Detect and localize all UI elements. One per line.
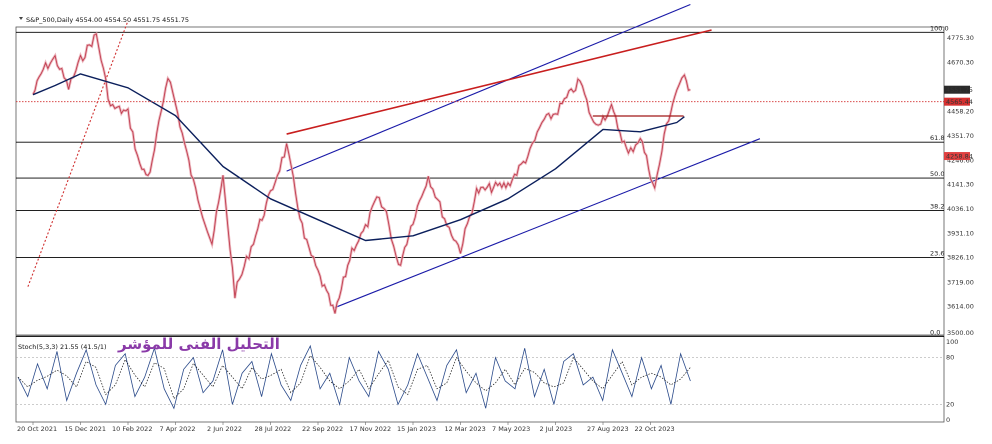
x-tick-label: 20 Oct 2021 (17, 425, 57, 433)
chart-header: S&P_500,Daily 4554.00 4554.50 4551.75 45… (19, 16, 189, 24)
moving-average (32, 73, 685, 242)
x-tick-label: 7 Apr 2022 (160, 425, 196, 433)
x-tick-label: 15 Dec 2021 (65, 425, 107, 433)
price-tag-box (944, 97, 970, 106)
x-tick-label: 22 Oct 2023 (635, 425, 675, 433)
trend-line (27, 20, 129, 287)
time-axis: 20 Oct 2021 15 Dec 2021 10 Feb 2022 7 Apr 2… (17, 422, 675, 433)
moving-average-line (32, 73, 685, 242)
trend-line (286, 4, 691, 172)
fib-level-label: 23.6 (930, 250, 944, 258)
stoch-tick-label: 100 (946, 338, 958, 346)
stoch-tick-label: 0 (946, 416, 950, 424)
x-tick-label: 2 Jun 2022 (207, 425, 242, 433)
x-tick-label: 28 Jul 2022 (255, 425, 292, 433)
trend-line (286, 29, 712, 135)
x-tick-label: 22 Sep 2022 (302, 425, 343, 433)
y-tick-label: 3931.10 (947, 229, 974, 237)
y-tick-label: 4141.30 (947, 181, 974, 189)
price-tag-label: 4565.44 (946, 98, 973, 106)
x-tick-label: 17 Nov 2022 (350, 425, 392, 433)
price-line (32, 33, 691, 314)
x-tick-label: 12 Mar 2023 (445, 425, 486, 433)
stochastic-panel: 100 80 20 0 (16, 338, 958, 424)
trend-line (334, 138, 761, 309)
fib-level-label: 38.2 (930, 202, 944, 210)
x-tick-label: 15 Jan 2023 (397, 425, 436, 433)
stoch-tick-label: 80 (946, 354, 954, 362)
y-tick-label: 3500.00 (947, 329, 974, 337)
y-tick-label: 4458.20 (947, 107, 974, 115)
fib-level-label: 50.0 (930, 170, 944, 178)
fib-level-label: 100.0 (930, 24, 949, 32)
y-tick-label: 4246.60 (947, 156, 974, 164)
price-tag-label: 4551.75 (946, 86, 973, 94)
y-tick-label: 4670.30 (947, 58, 974, 66)
stoch-signal-line (17, 354, 691, 400)
stoch-main-line (17, 344, 691, 410)
y-tick-label: 3719.00 (947, 278, 974, 286)
stochastic-frame (15, 335, 945, 423)
stoch-tick-label: 20 (946, 400, 954, 408)
chart-title: S&P_500,Daily 4554.00 4554.50 4551.75 45… (26, 16, 189, 24)
watermark-text: التحليل الفنى للمؤشر (117, 335, 280, 353)
stochastic-label: Stoch(5,3,3) 21.55 (41.5/1) (18, 343, 107, 351)
price-tag-box (944, 85, 970, 94)
annotations (16, 101, 944, 117)
x-tick-label: 2 Jul 2023 (540, 425, 573, 433)
price-tag-box (944, 152, 970, 161)
x-tick-label: 10 Feb 2022 (112, 425, 152, 433)
fib-level-label: 0.0 (930, 328, 940, 336)
price-tag-label: 4258.84 (946, 152, 973, 160)
price-axis: 4775.30 4670.30 4458.20 4351.70 4246.60 4141.… (944, 34, 974, 337)
fib-level-label: 61.8 (930, 134, 944, 142)
trend-lines (27, 4, 761, 309)
x-tick-label: 27 Aug 2023 (587, 425, 629, 433)
y-tick-label: 3614.00 (947, 303, 974, 311)
price-series (31, 31, 691, 314)
y-tick-label: 3826.10 (947, 254, 974, 262)
x-tick-label: 7 May 2023 (492, 425, 530, 433)
main-plot-frame (15, 26, 945, 336)
y-tick-label: 4351.70 (947, 132, 974, 140)
y-tick-label: 4036.10 (947, 205, 974, 213)
y-tick-label: 4775.30 (947, 34, 974, 42)
